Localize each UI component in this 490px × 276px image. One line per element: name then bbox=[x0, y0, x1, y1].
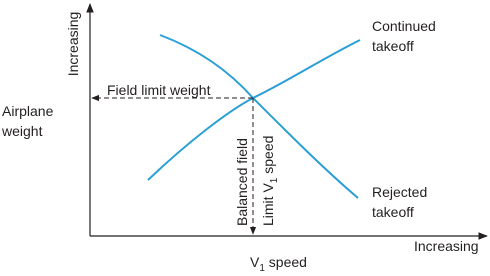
curve-label: takeoff bbox=[372, 204, 414, 220]
x-title-sub: 1 bbox=[259, 263, 265, 274]
field-limit-label: Field limit weight bbox=[107, 82, 211, 98]
limit-v1-rest: speed bbox=[260, 136, 276, 178]
limit-v1-sub: 1 bbox=[269, 177, 280, 183]
curve-label: Continued bbox=[372, 18, 436, 34]
balanced-label: Balanced field bbox=[234, 138, 250, 226]
y-title: Airplane bbox=[2, 103, 54, 119]
y-axis-label: Increasing bbox=[65, 12, 81, 77]
x-title: V1 speed bbox=[250, 254, 307, 274]
curve-label: Rejected bbox=[372, 184, 427, 200]
curve-label: takeoff bbox=[372, 38, 414, 54]
limit-v1-main: Limit V bbox=[260, 183, 276, 226]
continued-curve bbox=[147, 39, 361, 181]
rejected-curve bbox=[159, 34, 359, 199]
x-axis-label: Increasing bbox=[414, 238, 479, 254]
limit-v1-label: Limit V1 speed bbox=[260, 136, 280, 226]
x-title-main: V bbox=[250, 254, 260, 270]
y-title: weight bbox=[1, 123, 43, 139]
x-title-rest: speed bbox=[265, 254, 307, 270]
